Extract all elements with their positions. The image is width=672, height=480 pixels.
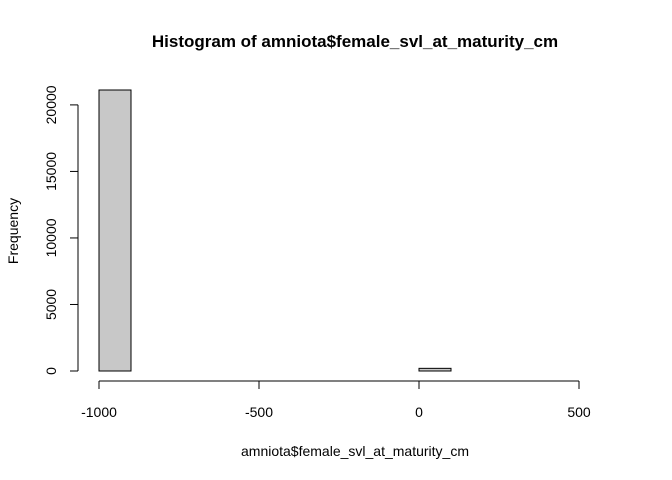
histogram-bar-0 [98,89,132,372]
x-axis-label: amniota$female_svl_at_maturity_cm [241,443,469,459]
x-tick-label-0: -1000 [81,404,117,420]
y-axis-label: Frequency [5,198,21,264]
histogram-bar-10 [418,367,452,372]
x-tick-label-2: 0 [415,404,423,420]
y-tick-label-1: 5000 [43,289,59,320]
y-tick-label-0: 0 [43,367,59,375]
x-tick-label-1: -500 [245,404,273,420]
y-tick-label-4: 20000 [43,85,59,124]
histogram-bars [98,89,452,372]
x-tick-label-3: 500 [567,404,591,420]
x-axis: -1000 -500 0 500 [81,380,591,420]
y-axis: 0 5000 10000 15000 20000 [43,85,79,375]
chart-title: Histogram of amniota$female_svl_at_matur… [152,32,558,51]
y-tick-label-2: 10000 [43,218,59,257]
y-tick-label-3: 15000 [43,152,59,191]
